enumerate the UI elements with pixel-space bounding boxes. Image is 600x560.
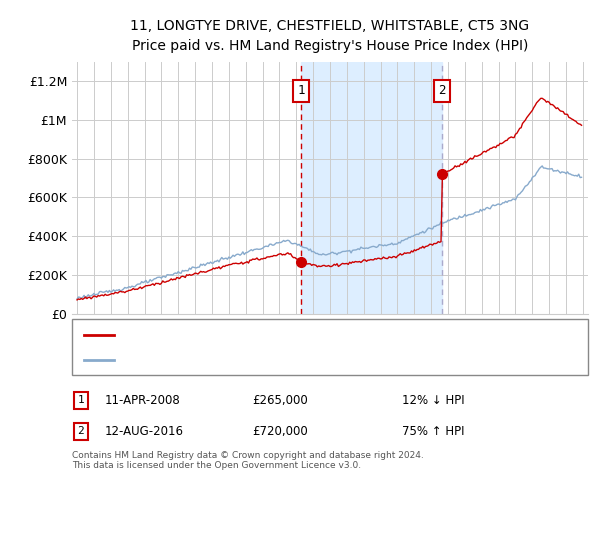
Text: £265,000: £265,000 <box>252 394 308 407</box>
Title: 11, LONGTYE DRIVE, CHESTFIELD, WHITSTABLE, CT5 3NG
Price paid vs. HM Land Regist: 11, LONGTYE DRIVE, CHESTFIELD, WHITSTABL… <box>130 19 530 54</box>
Text: 11, LONGTYE DRIVE, CHESTFIELD, WHITSTABLE, CT5 3NG (detached house): 11, LONGTYE DRIVE, CHESTFIELD, WHITSTABL… <box>120 330 513 340</box>
Text: Contains HM Land Registry data © Crown copyright and database right 2024.
This d: Contains HM Land Registry data © Crown c… <box>72 451 424 470</box>
Text: HPI: Average price, detached house, Canterbury: HPI: Average price, detached house, Cant… <box>120 354 372 365</box>
Text: 12% ↓ HPI: 12% ↓ HPI <box>402 394 464 407</box>
Text: 2: 2 <box>77 426 85 436</box>
Text: 11-APR-2008: 11-APR-2008 <box>105 394 181 407</box>
Text: 75% ↑ HPI: 75% ↑ HPI <box>402 424 464 438</box>
Bar <box>301 62 442 314</box>
Text: 12-AUG-2016: 12-AUG-2016 <box>105 424 184 438</box>
Text: 1: 1 <box>298 84 305 97</box>
Text: 2: 2 <box>438 84 445 97</box>
Text: £720,000: £720,000 <box>252 424 308 438</box>
Text: 1: 1 <box>77 395 85 405</box>
